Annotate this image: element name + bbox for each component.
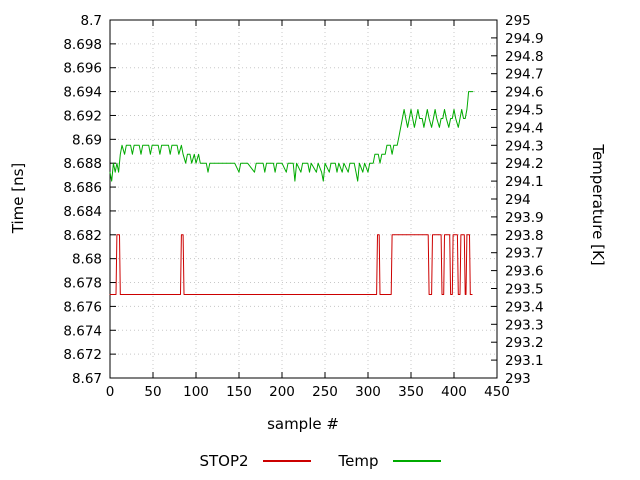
svg-text:8.692: 8.692 <box>63 108 102 124</box>
svg-text:8.698: 8.698 <box>63 37 102 53</box>
legend-label-temp: Temp <box>338 452 379 470</box>
svg-text:8.69: 8.69 <box>72 132 102 148</box>
svg-text:293.5: 293.5 <box>505 282 544 298</box>
svg-text:294: 294 <box>505 192 531 208</box>
svg-text:293: 293 <box>505 371 531 387</box>
svg-text:400: 400 <box>441 384 467 400</box>
svg-text:294.4: 294.4 <box>505 120 544 136</box>
svg-text:8.684: 8.684 <box>63 204 102 220</box>
svg-text:294.3: 294.3 <box>505 138 544 154</box>
svg-text:150: 150 <box>226 384 252 400</box>
svg-text:8.68: 8.68 <box>72 252 102 268</box>
svg-text:295: 295 <box>505 13 531 29</box>
svg-text:8.686: 8.686 <box>63 180 102 196</box>
legend-swatch-stop2-line <box>262 460 311 462</box>
x-axis-title: sample # <box>267 415 339 433</box>
svg-text:293.3: 293.3 <box>505 317 544 333</box>
legend-label-stop2: STOP2 <box>199 452 249 470</box>
legend-item-stop2: STOP2 <box>199 452 311 470</box>
svg-text:8.672: 8.672 <box>63 347 102 363</box>
svg-text:8.67: 8.67 <box>72 371 102 387</box>
svg-text:8.696: 8.696 <box>63 61 102 77</box>
legend-swatch-temp-line <box>392 460 441 462</box>
svg-text:294.1: 294.1 <box>505 174 544 190</box>
svg-text:250: 250 <box>312 384 338 400</box>
svg-text:293.4: 293.4 <box>505 299 544 315</box>
svg-text:293.7: 293.7 <box>505 246 544 262</box>
y-axis-title-right: Temperature [K] <box>589 144 607 266</box>
svg-text:293.9: 293.9 <box>505 210 544 226</box>
svg-text:293.1: 293.1 <box>505 353 544 369</box>
svg-text:350: 350 <box>398 384 424 400</box>
svg-text:450: 450 <box>484 384 510 400</box>
y-axis-title-left: Time [ns] <box>9 162 27 234</box>
svg-text:8.678: 8.678 <box>63 276 102 292</box>
svg-text:294.9: 294.9 <box>505 31 544 47</box>
svg-text:294.2: 294.2 <box>505 156 544 172</box>
legend: STOP2 Temp <box>0 452 640 470</box>
svg-text:8.688: 8.688 <box>63 156 102 172</box>
svg-text:0: 0 <box>106 384 115 400</box>
svg-text:293.6: 293.6 <box>505 264 544 280</box>
svg-text:200: 200 <box>269 384 295 400</box>
svg-text:8.674: 8.674 <box>63 323 102 339</box>
svg-text:293.8: 293.8 <box>505 228 544 244</box>
svg-text:50: 50 <box>144 384 161 400</box>
svg-text:300: 300 <box>355 384 381 400</box>
svg-text:294.6: 294.6 <box>505 85 544 101</box>
svg-text:294.8: 294.8 <box>505 49 544 65</box>
svg-text:8.676: 8.676 <box>63 299 102 315</box>
svg-text:294.5: 294.5 <box>505 103 544 119</box>
svg-text:8.682: 8.682 <box>63 228 102 244</box>
svg-text:294.7: 294.7 <box>505 67 544 83</box>
legend-item-temp: Temp <box>339 452 441 470</box>
svg-text:100: 100 <box>183 384 209 400</box>
svg-text:8.7: 8.7 <box>81 13 102 29</box>
svg-text:8.694: 8.694 <box>63 85 102 101</box>
svg-text:293.2: 293.2 <box>505 335 544 351</box>
